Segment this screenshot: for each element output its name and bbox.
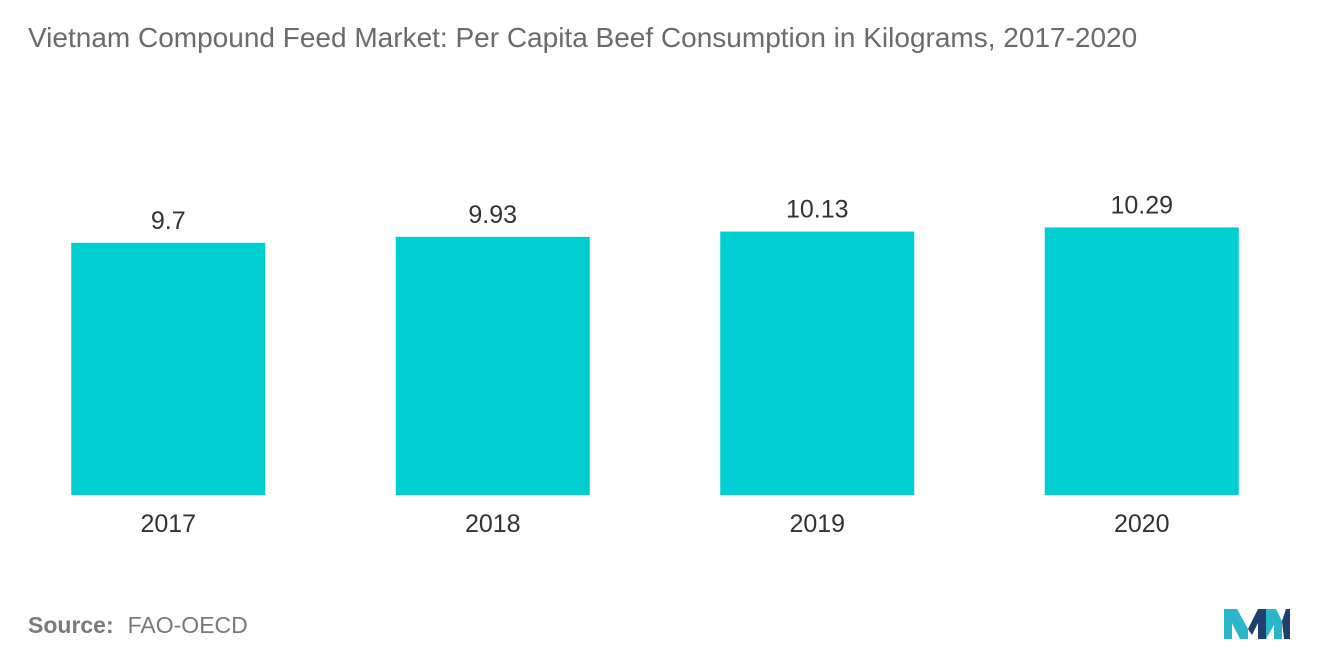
x-tick-label-2020: 2020 xyxy=(1114,510,1170,538)
x-tick-label-2019: 2019 xyxy=(789,510,845,538)
bar-2019 xyxy=(720,231,915,495)
data-label-2019: 10.13 xyxy=(786,196,849,224)
x-tick-label-2018: 2018 xyxy=(465,510,521,538)
data-label-2017: 9.7 xyxy=(151,207,186,235)
bar-2017 xyxy=(71,242,266,495)
chart-title: Vietnam Compound Feed Market: Per Capita… xyxy=(28,22,1138,53)
bar-chart: 9.7 2017 9.93 2018 10.13 2019 10.29 2020 xyxy=(71,191,1239,538)
bar-2020 xyxy=(1044,227,1239,495)
bar-2018 xyxy=(395,236,590,495)
data-label-2020: 10.29 xyxy=(1110,191,1173,219)
x-tick-label-2017: 2017 xyxy=(140,510,196,538)
source-note: Source: FAO-OECD xyxy=(28,612,248,639)
source-value: FAO-OECD xyxy=(127,612,248,638)
source-label: Source: xyxy=(28,612,114,638)
brand-logo-icon xyxy=(1224,609,1290,639)
data-label-2018: 9.93 xyxy=(468,201,517,229)
